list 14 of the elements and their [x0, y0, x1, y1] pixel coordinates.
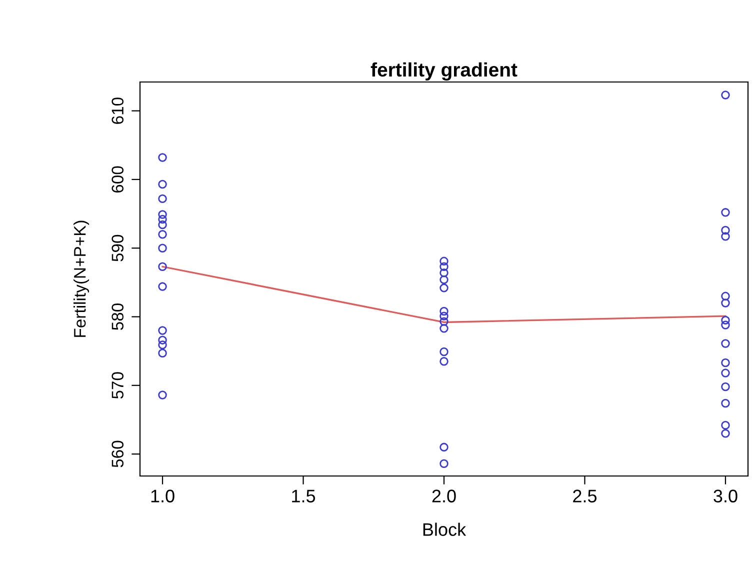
chart-title: fertility gradient [370, 62, 518, 81]
x-axis-title: Block [423, 522, 466, 536]
y-tick-label: 580 [112, 304, 124, 330]
y-tick-label: 590 [112, 234, 124, 262]
x-tick-label: 3.0 [714, 490, 738, 502]
y-tick-label: 610 [112, 98, 124, 124]
x-tick-label: 2.0 [432, 490, 456, 502]
y-tick-label: 600 [112, 166, 124, 193]
y-axis-title: Fertility(N+P+K) [74, 220, 90, 337]
y-tick-label: 560 [112, 440, 124, 468]
x-tick-label: 1.0 [151, 490, 174, 502]
x-tick-label: 1.5 [292, 490, 316, 502]
y-tick-label: 570 [112, 372, 124, 399]
x-tick-label: 2.5 [573, 490, 597, 502]
